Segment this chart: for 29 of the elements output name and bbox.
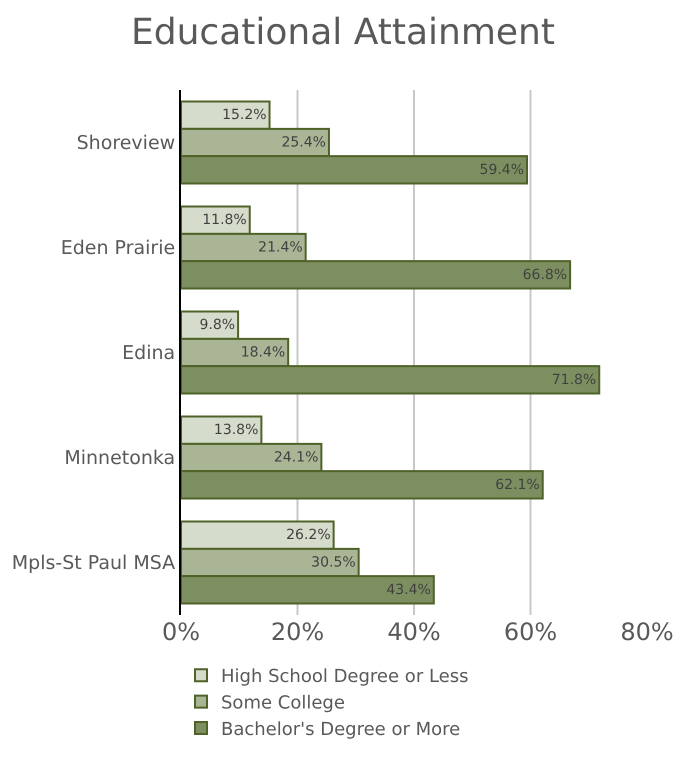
data-label: 25.4% bbox=[281, 134, 326, 150]
y-tick-label: Shoreview bbox=[76, 132, 176, 154]
x-tick-label: 20% bbox=[270, 618, 324, 646]
legend-label: Bachelor's Degree or More bbox=[221, 719, 460, 740]
data-label: 9.8% bbox=[200, 317, 236, 334]
y-tick-label: Eden Prairie bbox=[60, 237, 176, 260]
x-tick-label: 60% bbox=[504, 618, 558, 646]
data-label: 71.8% bbox=[552, 372, 596, 388]
y-tick-label: Edina bbox=[122, 342, 176, 364]
y-tick-label: Mpls-St Paul MSA bbox=[12, 552, 176, 574]
x-tick-label: 40% bbox=[387, 618, 441, 646]
data-label: 24.1% bbox=[274, 450, 318, 466]
y-tick-label: Minnetonka bbox=[64, 447, 176, 470]
data-label: 18.4% bbox=[240, 344, 286, 360]
data-label: 13.8% bbox=[214, 422, 258, 438]
chart-title: Educational Attainment bbox=[131, 12, 555, 54]
legend-label: Some College bbox=[221, 692, 345, 714]
data-label: 59.4% bbox=[480, 162, 524, 178]
data-label: 43.4% bbox=[386, 582, 431, 598]
data-label: 66.8% bbox=[522, 266, 568, 283]
data-label: 15.2% bbox=[222, 107, 267, 124]
data-label: 30.5% bbox=[311, 554, 356, 570]
x-tick-label: 0% bbox=[162, 618, 200, 646]
data-label: 11.8% bbox=[202, 212, 247, 228]
data-label: 62.1% bbox=[495, 476, 540, 493]
x-tick-label: 80% bbox=[620, 618, 674, 646]
legend-label: High School Degree or Less bbox=[221, 666, 468, 688]
data-label: 21.4% bbox=[258, 240, 303, 256]
data-label: 26.2% bbox=[286, 527, 331, 544]
